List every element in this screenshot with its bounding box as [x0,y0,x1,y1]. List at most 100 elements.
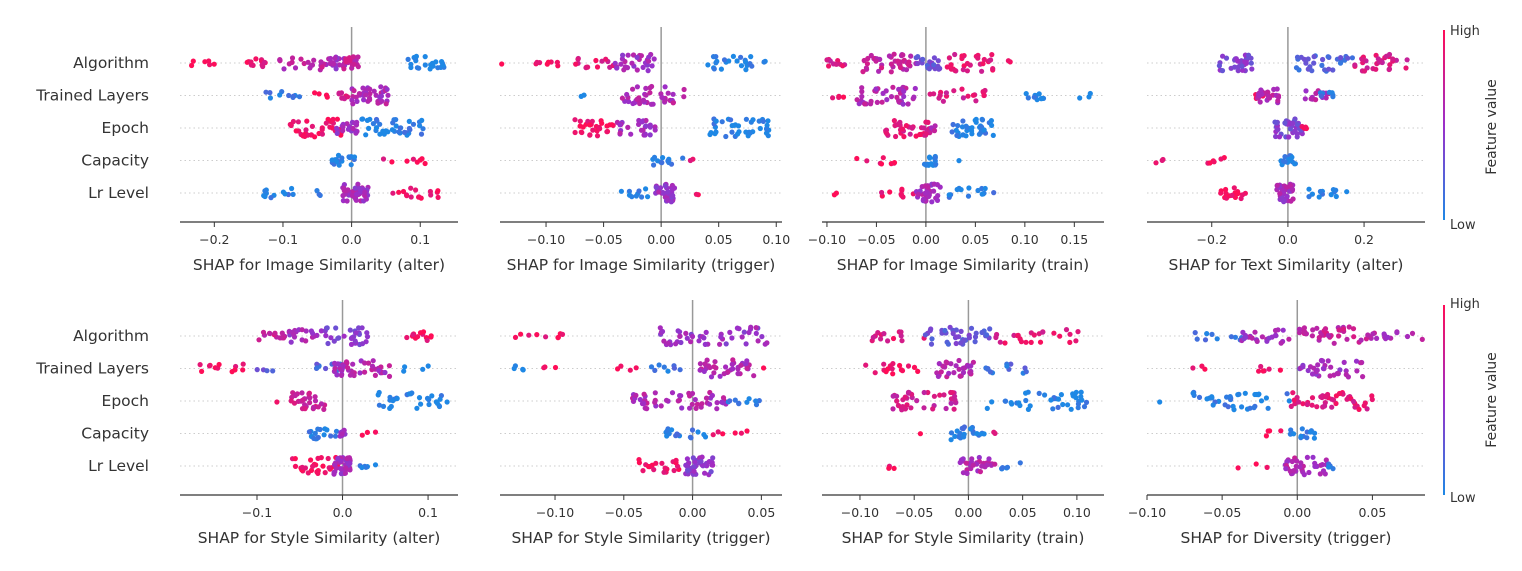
shap-point [314,365,320,371]
shap-point [1360,57,1366,63]
shap-point [352,338,358,344]
shap-point [984,332,990,338]
shap-point [1336,327,1342,333]
shap-point [969,125,975,131]
shap-point [587,122,593,128]
shap-point [891,118,898,124]
shap-point [753,330,759,336]
shap-point [970,359,977,365]
shap-point [1330,94,1336,100]
x-axis-label: SHAP for Image Similarity (trigger) [507,256,776,274]
shap-point [1386,66,1392,73]
shap-point [555,334,562,340]
shap-point [948,361,954,367]
shap-point [674,431,680,437]
shap-point [376,402,382,408]
feature-label: Lr Level [88,457,149,475]
shap-point [957,373,964,379]
shap-point [408,61,414,67]
shap-point [206,363,213,369]
shap-point [888,69,894,75]
shap-point [647,90,653,96]
shap-point [960,456,966,462]
shap-point [662,465,668,471]
shap-point [913,133,919,139]
shap-point [1023,339,1029,345]
shap-point [1070,393,1076,399]
shap-point [390,120,396,126]
shap-point [1307,429,1314,435]
shap-point [913,55,919,61]
shap-point [652,390,658,396]
shap-point [312,394,318,400]
shap-point [636,460,643,466]
shap-point [1017,402,1023,409]
shap-point [302,133,308,139]
shap-point [339,155,345,161]
shap-point [864,158,870,164]
shap-point [422,54,428,60]
shap-point [350,361,356,367]
shap-point [339,431,345,437]
shap-point [1330,187,1336,193]
shap-point [319,131,325,137]
shap-point [347,467,353,473]
shap-point [717,341,723,347]
shap-point [1289,186,1296,192]
shap-point [1055,404,1061,410]
shap-point [981,127,987,133]
shap-point [414,405,420,411]
shap-point [718,66,725,72]
shap-point [1067,339,1073,345]
shap-point [1356,406,1362,412]
shap-point [1311,54,1317,60]
shap-point [578,129,584,135]
shap-point [687,405,693,411]
shap-point [1067,331,1073,337]
shap-point [349,193,355,199]
shap-point [1235,465,1241,471]
shap-point [713,365,719,371]
shap-point [997,339,1003,345]
shap-point [383,101,389,107]
shap-point [364,330,370,336]
shap-point [958,187,964,193]
shap-point [1376,59,1382,65]
shap-point [760,118,766,124]
shap-point [964,68,971,74]
shap-point [372,372,378,378]
shap-point [373,125,380,131]
shap-point [1282,120,1288,126]
shap-point [1239,63,1245,69]
x-tick-label: 0.00 [647,232,675,247]
shap-point [873,58,879,64]
shap-point [1369,393,1375,399]
shap-point [1323,95,1329,101]
shap-point [638,127,645,133]
shap-point [416,194,422,200]
shap-point [366,125,372,131]
shap-point [1242,390,1248,396]
shap-point [629,60,635,66]
shap-point [404,193,410,199]
shap-point [315,434,321,441]
shap-point [425,363,431,369]
shap-point [408,185,414,191]
feature-label: Trained Layers [35,87,149,105]
shap-point [541,365,547,371]
shap-point [303,328,309,334]
shap-point [387,394,393,400]
shap-point [1031,94,1037,100]
shap-point [593,57,599,64]
shap-point [1263,433,1269,439]
shap-point [932,155,938,161]
shap-point [681,94,687,100]
shap-point [290,331,297,337]
colorbar-title: Feature value [1484,79,1500,175]
shap-point [730,366,736,372]
shap-point [859,93,865,100]
shap-point [931,62,937,68]
shap-point [874,99,880,105]
shap-point [661,469,667,475]
shap-point [665,189,671,195]
